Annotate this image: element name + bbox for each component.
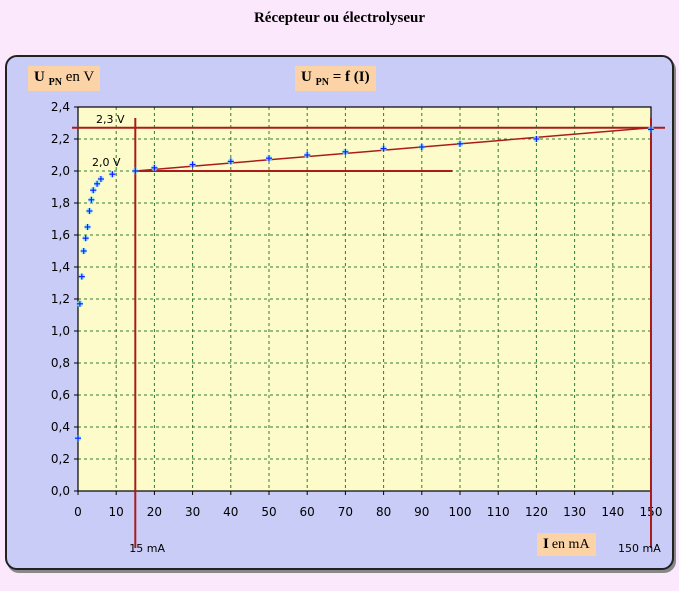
page-title: Récepteur ou électrolyseur [253, 10, 426, 26]
data-point [86, 207, 93, 215]
reference-label: 2,3 V [96, 113, 125, 126]
y-tick-label: 0,2 [51, 452, 70, 466]
data-point [304, 151, 311, 159]
chart-title-suffix: = f (I) [328, 69, 370, 85]
data-point [82, 235, 89, 242]
data-point [265, 155, 273, 162]
data-point [342, 148, 349, 155]
data-point [533, 135, 540, 143]
x-tick-label: 90 [414, 505, 429, 519]
y-tick-label: 0,4 [51, 420, 70, 434]
y-tick-label: 1,6 [51, 228, 70, 242]
x-tick-label: 110 [487, 505, 510, 519]
x-tick-label: 30 [185, 505, 200, 519]
data-point [74, 435, 82, 442]
y-tick-label: 0,8 [51, 356, 70, 370]
y-tick-label: 1,0 [51, 324, 70, 338]
x-tick-label: 80 [376, 505, 391, 519]
y-axis-label: U PN en V [28, 66, 101, 91]
x-tick-label: 20 [147, 505, 162, 519]
x-tick-label: 60 [300, 505, 315, 519]
y-tick-label: 2,0 [51, 164, 70, 178]
x-axis-label-unit: en mA [551, 537, 590, 552]
y-tick-label: 1,4 [51, 260, 70, 274]
data-point [84, 223, 91, 231]
x-tick-label: 10 [109, 505, 124, 519]
x-tick-label: 130 [563, 505, 586, 519]
chart-title-main: U [301, 69, 312, 85]
data-point [227, 158, 234, 165]
reference-label: 15 mA [129, 542, 165, 555]
x-tick-label: 140 [601, 505, 624, 519]
x-tick-label: 50 [261, 505, 276, 519]
y-axis-label-main: U [34, 69, 45, 85]
reference-label: 2,0 V [92, 156, 121, 169]
y-tick-label: 2,2 [51, 132, 70, 146]
data-point [90, 187, 97, 194]
data-point [97, 175, 105, 183]
y-axis-label-suffix: en V [61, 69, 95, 85]
x-tick-label: 70 [338, 505, 353, 519]
y-tick-label: 0,0 [51, 484, 70, 498]
y-tick-label: 2,4 [51, 100, 70, 114]
data-point [647, 126, 655, 133]
x-tick-label: 100 [449, 505, 472, 519]
data-point [189, 161, 196, 168]
data-point [88, 196, 95, 203]
data-point [456, 140, 464, 147]
data-point [151, 164, 158, 171]
data-point [418, 143, 425, 151]
x-axis-label-main: I [543, 536, 549, 552]
reference-label: 150 mA [618, 542, 661, 555]
x-tick-label: 120 [525, 505, 548, 519]
data-point [109, 171, 116, 178]
x-tick-label: 0 [74, 505, 82, 519]
data-point [78, 273, 86, 280]
x-tick-label: 40 [223, 505, 238, 519]
y-axis-label-sub: PN [48, 77, 62, 88]
chart-title-sub: PN [315, 77, 329, 88]
data-point [76, 300, 84, 307]
data-point [380, 145, 387, 152]
y-tick-label: 1,2 [51, 292, 70, 306]
trend-line [135, 127, 652, 172]
y-tick-label: 0,6 [51, 388, 70, 402]
y-tick-label: 1,8 [51, 196, 70, 210]
chart-title: U PN = f (I) [295, 66, 376, 91]
data-point [132, 167, 139, 175]
data-point [80, 247, 87, 255]
data-point [93, 180, 101, 187]
